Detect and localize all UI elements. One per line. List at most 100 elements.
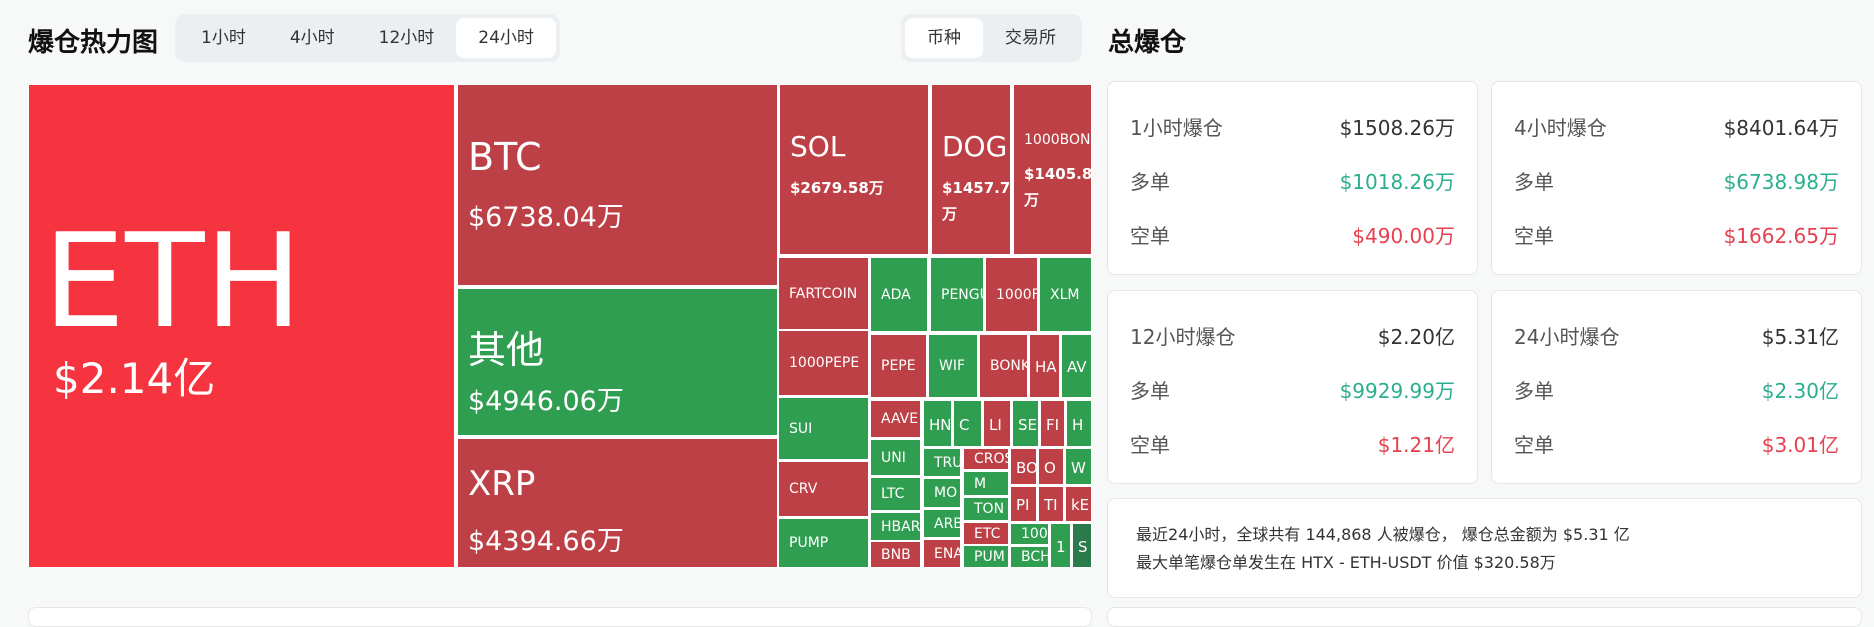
treemap-cell-s[interactable]: S (1072, 523, 1092, 568)
page-title: 爆仓热力图 (28, 28, 159, 58)
cell-symbol: TRU (934, 454, 961, 471)
treemap-cell-pi[interactable]: PI (1010, 486, 1037, 522)
treemap-cell-uni[interactable]: UNI (870, 439, 921, 476)
treemap-cell-etc[interactable]: ETC (963, 522, 1009, 545)
tab-coin[interactable]: 币种 (905, 18, 983, 58)
treemap-cell-h[interactable]: H (1066, 400, 1092, 447)
treemap-cell-li[interactable]: LI (983, 400, 1011, 447)
next-section-card (28, 607, 1092, 627)
treemap-cell-o[interactable]: O (1038, 448, 1064, 485)
treemap-cell-crv[interactable]: CRV (778, 461, 869, 517)
cell-symbol: HBAR (881, 518, 921, 535)
treemap-cell-1000floki[interactable]: 1000FLOKI (985, 257, 1038, 332)
cell-symbol: BNB (881, 546, 911, 563)
cell-value: $2.14亿 (53, 354, 216, 403)
cell-symbol: ARB (934, 515, 961, 532)
liquidation-card: 1小时爆仓 $1508.26万 多单 $1018.26万 空单 $490.00万 (1107, 81, 1478, 275)
cell-symbol: HN (929, 415, 952, 434)
tab-24h[interactable]: 24小时 (456, 18, 556, 58)
cell-symbol: M (974, 475, 987, 492)
treemap-cell-btc[interactable]: BTC $6738.04万 (457, 84, 778, 286)
tab-exchange[interactable]: 交易所 (1005, 28, 1056, 48)
treemap-cell-bch[interactable]: BCH (1010, 546, 1049, 568)
cell-symbol: HA (1035, 358, 1057, 376)
cell-symbol: TON (974, 501, 1005, 517)
card-row-label: 12小时爆仓 (1130, 325, 1236, 349)
treemap-cell-ton[interactable]: TON (963, 497, 1009, 521)
treemap-cell-mo[interactable]: MO (923, 478, 961, 508)
treemap-cell-1000pepe[interactable]: 1000PEPE (778, 330, 869, 396)
cell-symbol: 1000BONK (1024, 132, 1091, 148)
treemap-cell-ke[interactable]: kE (1065, 486, 1092, 522)
treemap-cell-c[interactable]: C (953, 400, 982, 447)
treemap-cell-wif[interactable]: WIF (928, 334, 978, 398)
cell-value: $1405.80万 (1024, 165, 1092, 209)
cell-symbol: FI (1046, 415, 1060, 434)
summary-card: 最近24小时，全球共有 144,868 人被爆仓， 爆仓总金额为 $5.31 亿… (1107, 498, 1862, 598)
cell-symbol: ADA (881, 286, 911, 303)
treemap-cell-av[interactable]: AV (1061, 334, 1092, 398)
treemap-cell-pengu[interactable]: PENGU (930, 257, 984, 332)
cell-symbol: SE (1018, 415, 1037, 434)
treemap-cell-aave[interactable]: AAVE (870, 400, 921, 438)
card-row-value: $2.30亿 (1761, 379, 1839, 403)
treemap-cell-1[interactable]: 1 (1050, 523, 1071, 568)
card-row-label: 多单 (1130, 379, 1170, 403)
treemap-cell-ada[interactable]: ADA (870, 257, 928, 332)
cell-symbol: DOGE (942, 130, 1010, 163)
cell-symbol: AAVE (881, 411, 919, 427)
cell-symbol: LTC (881, 486, 905, 502)
cell-symbol: LI (989, 415, 1002, 434)
treemap-cell-fartcoin[interactable]: FARTCOIN (778, 257, 869, 330)
treemap-cell-doge[interactable]: DOGE $1457.70万 (931, 84, 1011, 255)
treemap-cell-fi[interactable]: FI (1040, 400, 1065, 447)
cell-symbol: PUMP (789, 535, 829, 551)
treemap-cell-hbar[interactable]: HBAR (870, 512, 921, 541)
treemap-cell-tru[interactable]: TRU (923, 448, 961, 477)
treemap-cell-m[interactable]: M (963, 471, 1009, 496)
tab-1h[interactable]: 1小时 (201, 28, 246, 48)
treemap-cell-ti[interactable]: TI (1038, 486, 1064, 522)
cell-symbol: 1000PEPE (789, 355, 860, 371)
cell-symbol: ENA (934, 545, 961, 562)
treemap-cell-eth[interactable]: ETH $2.14亿 (28, 84, 455, 568)
treemap-cell-pum[interactable]: PUM (963, 545, 1009, 568)
cell-symbol: PI (1016, 496, 1030, 514)
card-row-label: 多单 (1130, 170, 1170, 194)
treemap-cell-sui[interactable]: SUI (778, 397, 869, 460)
summary-line-1: 最近24小时，全球共有 144,868 人被爆仓， 爆仓总金额为 $5.31 亿 (1136, 525, 1630, 544)
treemap-cell-pepe[interactable]: PEPE (870, 334, 927, 398)
tab-12h[interactable]: 12小时 (378, 28, 435, 48)
treemap-cell-cros[interactable]: CROS (963, 448, 1009, 470)
treemap-cell-bonk[interactable]: BONK (979, 334, 1028, 398)
card-row-value: $5.31亿 (1761, 325, 1839, 349)
treemap-cell-pump[interactable]: PUMP (778, 518, 869, 568)
tab-4h[interactable]: 4小时 (289, 28, 335, 48)
card-row-value: $1018.26万 (1339, 170, 1455, 194)
cell-symbol: BONK (990, 358, 1028, 374)
card-row-value: $2.20亿 (1377, 325, 1455, 349)
cell-symbol: TI (1044, 496, 1058, 514)
treemap-cell-xrp[interactable]: XRP $4394.66万 (457, 438, 778, 568)
card-row-label: 1小时爆仓 (1130, 116, 1223, 140)
treemap-cell-ltc[interactable]: LTC (870, 477, 921, 511)
treemap-cell-w[interactable]: W (1065, 448, 1092, 485)
treemap-cell-100[interactable]: 100 (1010, 523, 1049, 545)
treemap-cell-ha[interactable]: HA (1029, 334, 1060, 398)
treemap-cell-其他[interactable]: 其他 $4946.06万 (457, 288, 778, 436)
treemap-cell-ena[interactable]: ENA (923, 539, 961, 568)
cell-symbol: BTC (468, 135, 542, 179)
treemap-cell-hn[interactable]: HN (923, 400, 952, 447)
treemap-cell-1000bonk[interactable]: 1000BONK $1405.80万 (1013, 84, 1092, 255)
card-row-label: 空单 (1130, 224, 1170, 248)
card-row-value: $6738.98万 (1723, 170, 1839, 194)
treemap-cell-arb[interactable]: ARB (923, 509, 961, 538)
card-row-value: $1662.65万 (1723, 224, 1839, 248)
treemap-cell-sol[interactable]: SOL $2679.58万 (779, 84, 929, 255)
card-row-value: $3.01亿 (1761, 433, 1839, 457)
treemap-cell-xlm[interactable]: XLM (1039, 257, 1092, 332)
treemap-cell-bnb[interactable]: BNB (870, 541, 921, 568)
treemap-cell-bo[interactable]: BO (1010, 448, 1037, 485)
treemap-cell-se[interactable]: SE (1012, 400, 1039, 447)
cell-symbol: CROS (974, 451, 1008, 467)
